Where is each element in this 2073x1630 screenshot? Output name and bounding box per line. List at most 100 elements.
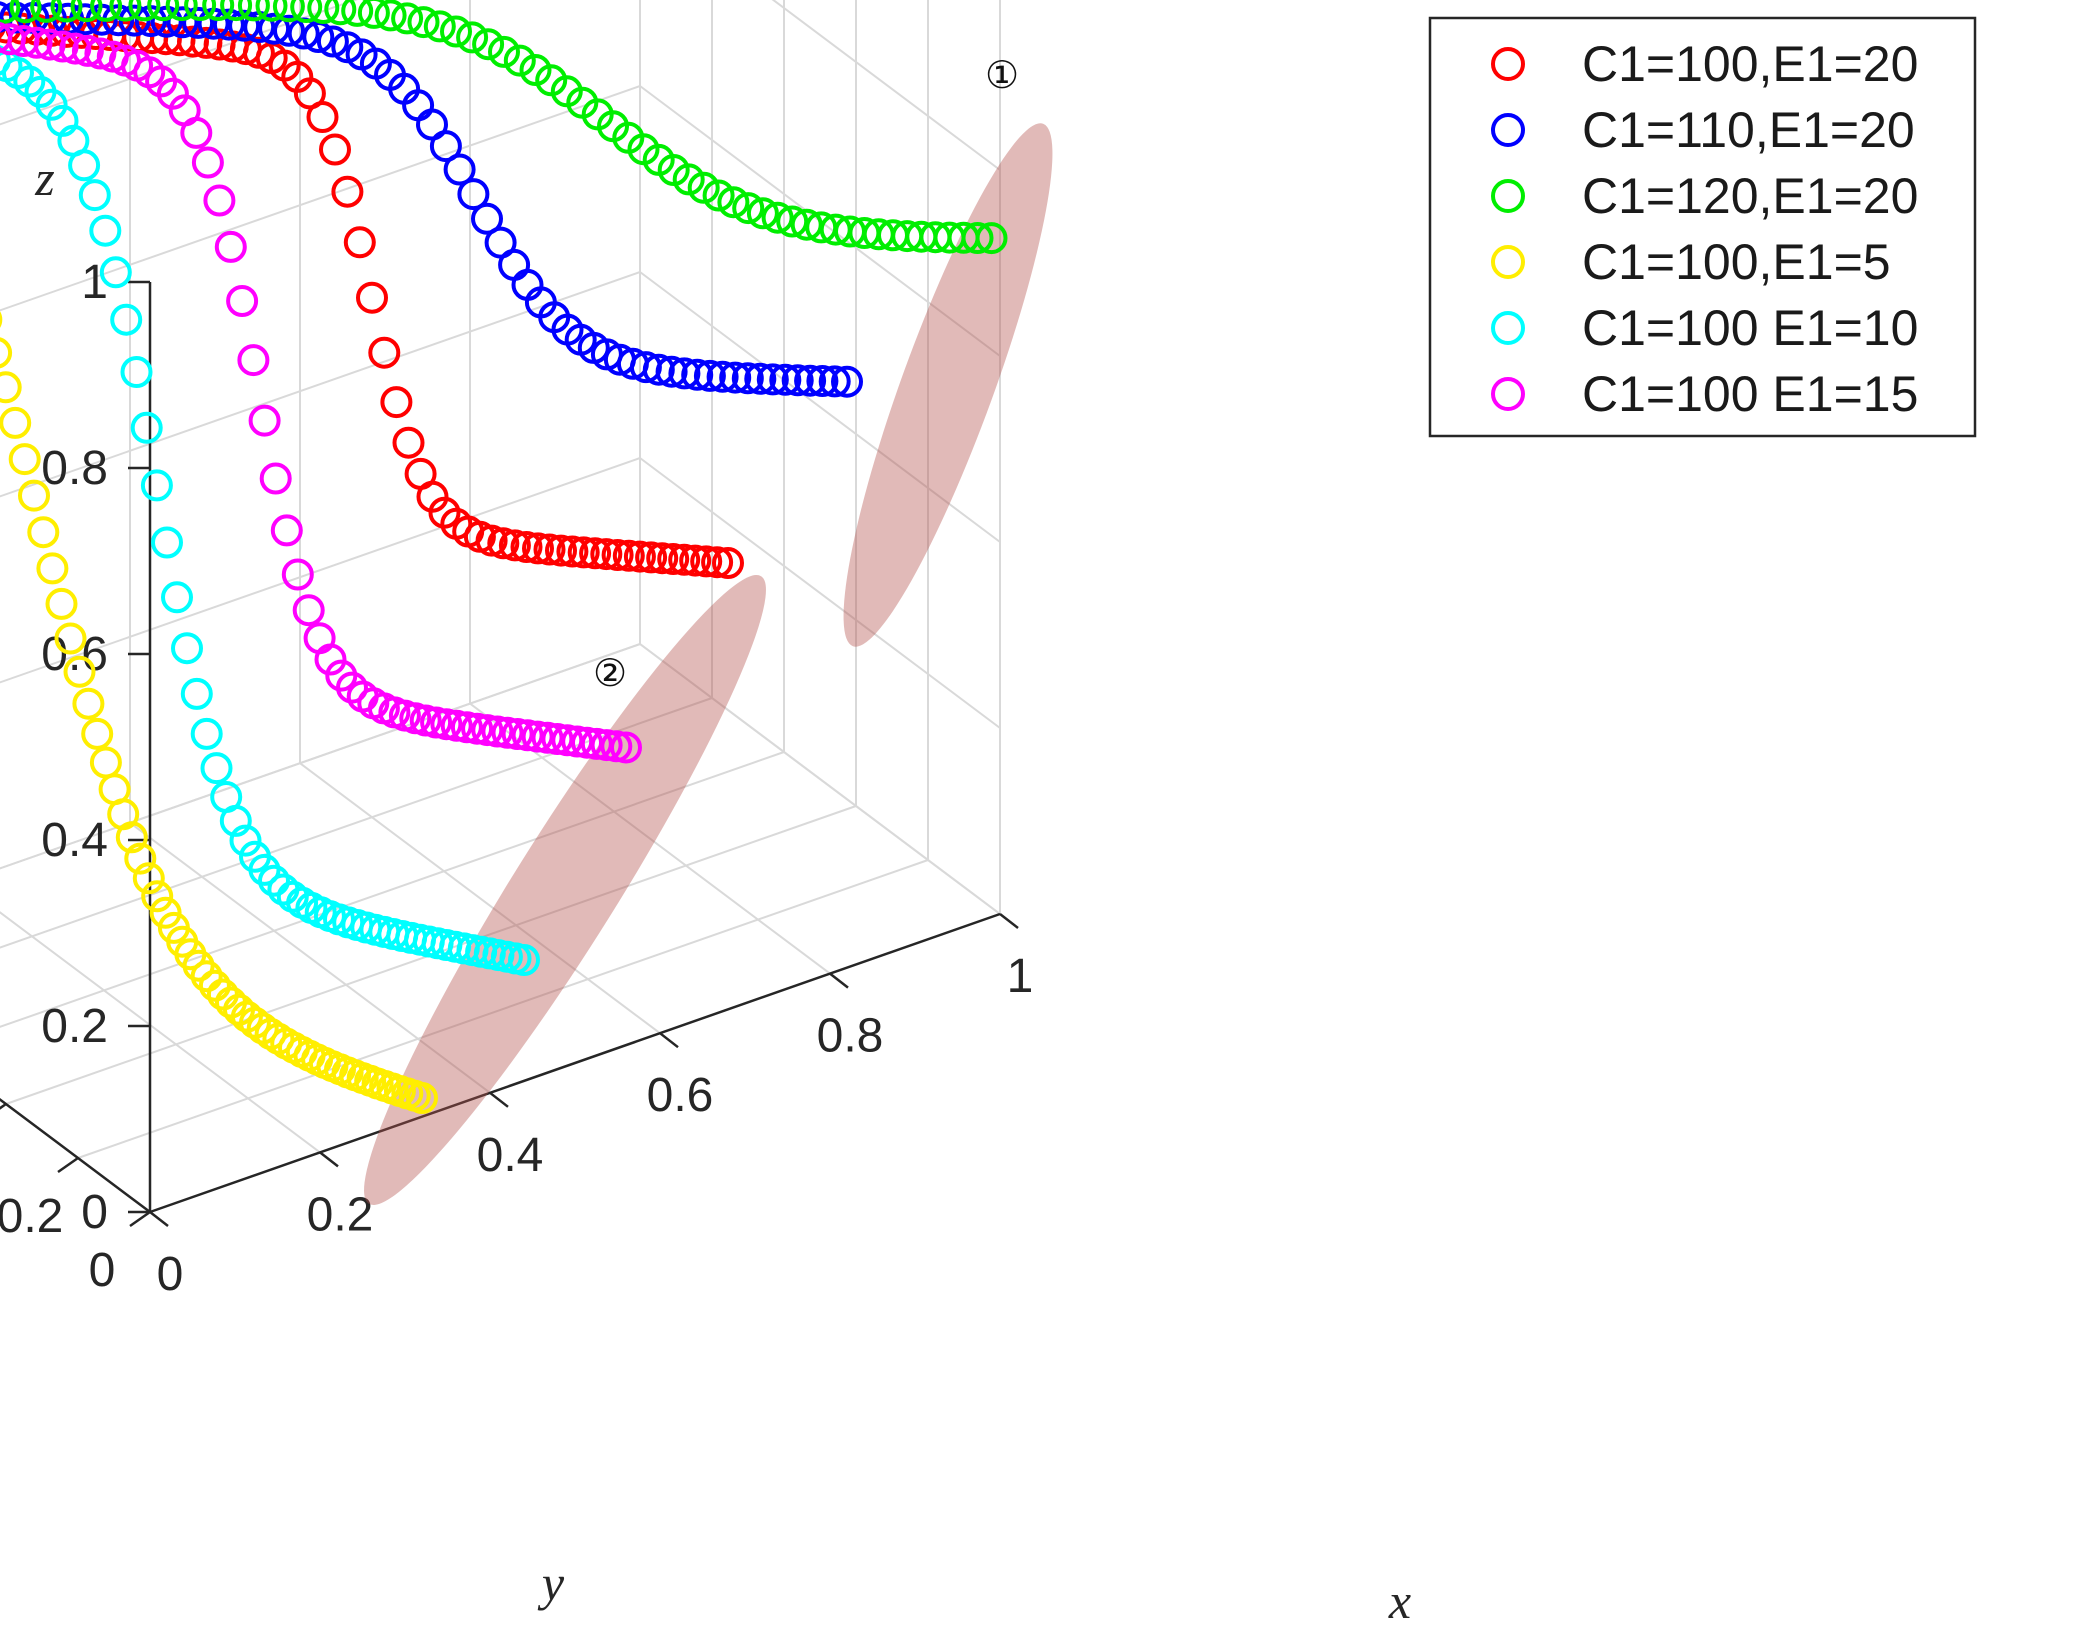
floor-grid-line [77, 859, 929, 1159]
data-point [202, 0, 235, 21]
data-point [655, 355, 688, 388]
data-point [130, 411, 163, 444]
data-point [324, 0, 357, 26]
data-point [510, 531, 543, 563]
data-point [391, 2, 424, 35]
data-point [270, 514, 303, 547]
data-point [471, 202, 503, 235]
data-point [503, 44, 536, 77]
y-axis-line [0, 1097, 151, 1213]
data-point [472, 28, 505, 61]
floor-grid-line [0, 751, 785, 1028]
z-tick-label: 0.4 [41, 814, 108, 867]
data-point [657, 543, 690, 575]
data-point [237, 0, 270, 22]
data-point [171, 632, 203, 665]
data-point [522, 532, 554, 565]
data-point [272, 0, 305, 23]
legend-marker [1491, 377, 1525, 411]
y-tick-label: 0 [89, 1244, 116, 1297]
data-point [0, 337, 13, 369]
data-point [341, 0, 374, 27]
data-point [498, 248, 531, 281]
floor-grid-line [129, 821, 491, 1094]
data-point [541, 723, 574, 755]
data-point [198, 969, 231, 1002]
data-point [668, 543, 701, 576]
data-point [487, 527, 520, 560]
data-point [600, 730, 633, 763]
data-point [18, 479, 50, 512]
data-point [237, 344, 270, 377]
data-point [36, 552, 69, 585]
highlight-regions [364, 123, 1053, 1205]
data-point [141, 880, 174, 913]
x-tick-label: 0 [157, 1248, 184, 1301]
data-series [0, 0, 1008, 1114]
data-point [246, 1012, 279, 1045]
back-wall-grid-line [0, 457, 641, 684]
data-point [612, 539, 645, 572]
x-tick [829, 972, 849, 989]
data-point [567, 536, 600, 569]
series-C1=100 E1=15 [0, 21, 642, 764]
data-point [635, 541, 668, 574]
x-tick [489, 1091, 509, 1108]
data-point [498, 529, 531, 562]
data-point [110, 303, 143, 336]
data-point [190, 960, 223, 993]
data-point [776, 205, 809, 238]
data-point [961, 222, 994, 254]
data-point [744, 362, 777, 395]
data-point [380, 386, 413, 419]
axis-labels: x y z [34, 150, 1411, 1629]
data-point [13, 65, 46, 98]
data-point [430, 708, 463, 741]
x-tick-label: 0.2 [307, 1188, 374, 1241]
x-tick [999, 913, 1019, 929]
data-point [356, 281, 388, 314]
data-point [219, 804, 252, 837]
highlight-region-1 [843, 123, 1053, 647]
data-point [314, 643, 347, 676]
data-point [259, 462, 292, 495]
data-point [254, 1017, 287, 1050]
data-point [368, 336, 401, 369]
data-point [151, 526, 183, 559]
data-point [81, 717, 114, 750]
data-point [214, 230, 247, 263]
data-point [316, 25, 349, 58]
data-point [508, 944, 540, 976]
data-point [307, 0, 340, 24]
data-point [533, 533, 566, 566]
legend-label: C1=100 E1=15 [1582, 366, 1918, 422]
legend: C1=100,E1=20 C1=110,E1=20 C1=120,E1=20 C1=1… [1428, 16, 1977, 438]
data-point [140, 469, 173, 502]
data-point [610, 731, 642, 764]
back-wall-grid-line [0, 85, 641, 312]
data-point [161, 581, 193, 614]
legend-box [1428, 16, 1977, 438]
side-wall-grid-line [771, 0, 1001, 171]
data-point [220, 0, 253, 22]
data-point [306, 101, 339, 133]
x-tick-label: 0.6 [647, 1069, 714, 1122]
data-point [693, 359, 726, 392]
data-point [0, 371, 22, 404]
z-tick-label: 0 [81, 1186, 108, 1239]
data-point [72, 687, 105, 720]
back-wall-grid-line [0, 271, 641, 498]
data-point [781, 364, 814, 397]
floor-grid-line [0, 911, 321, 1154]
data-point [0, 1, 14, 33]
annotation-1: ① [985, 55, 1019, 97]
data-point [732, 192, 765, 225]
data-point [166, 6, 199, 39]
annotation-2: ② [593, 653, 627, 695]
data-point [70, 0, 103, 23]
z-tick-label: 0.8 [41, 442, 108, 495]
data-point [290, 0, 323, 23]
data-point [180, 677, 213, 710]
data-point [756, 363, 789, 396]
data-point [89, 214, 122, 247]
